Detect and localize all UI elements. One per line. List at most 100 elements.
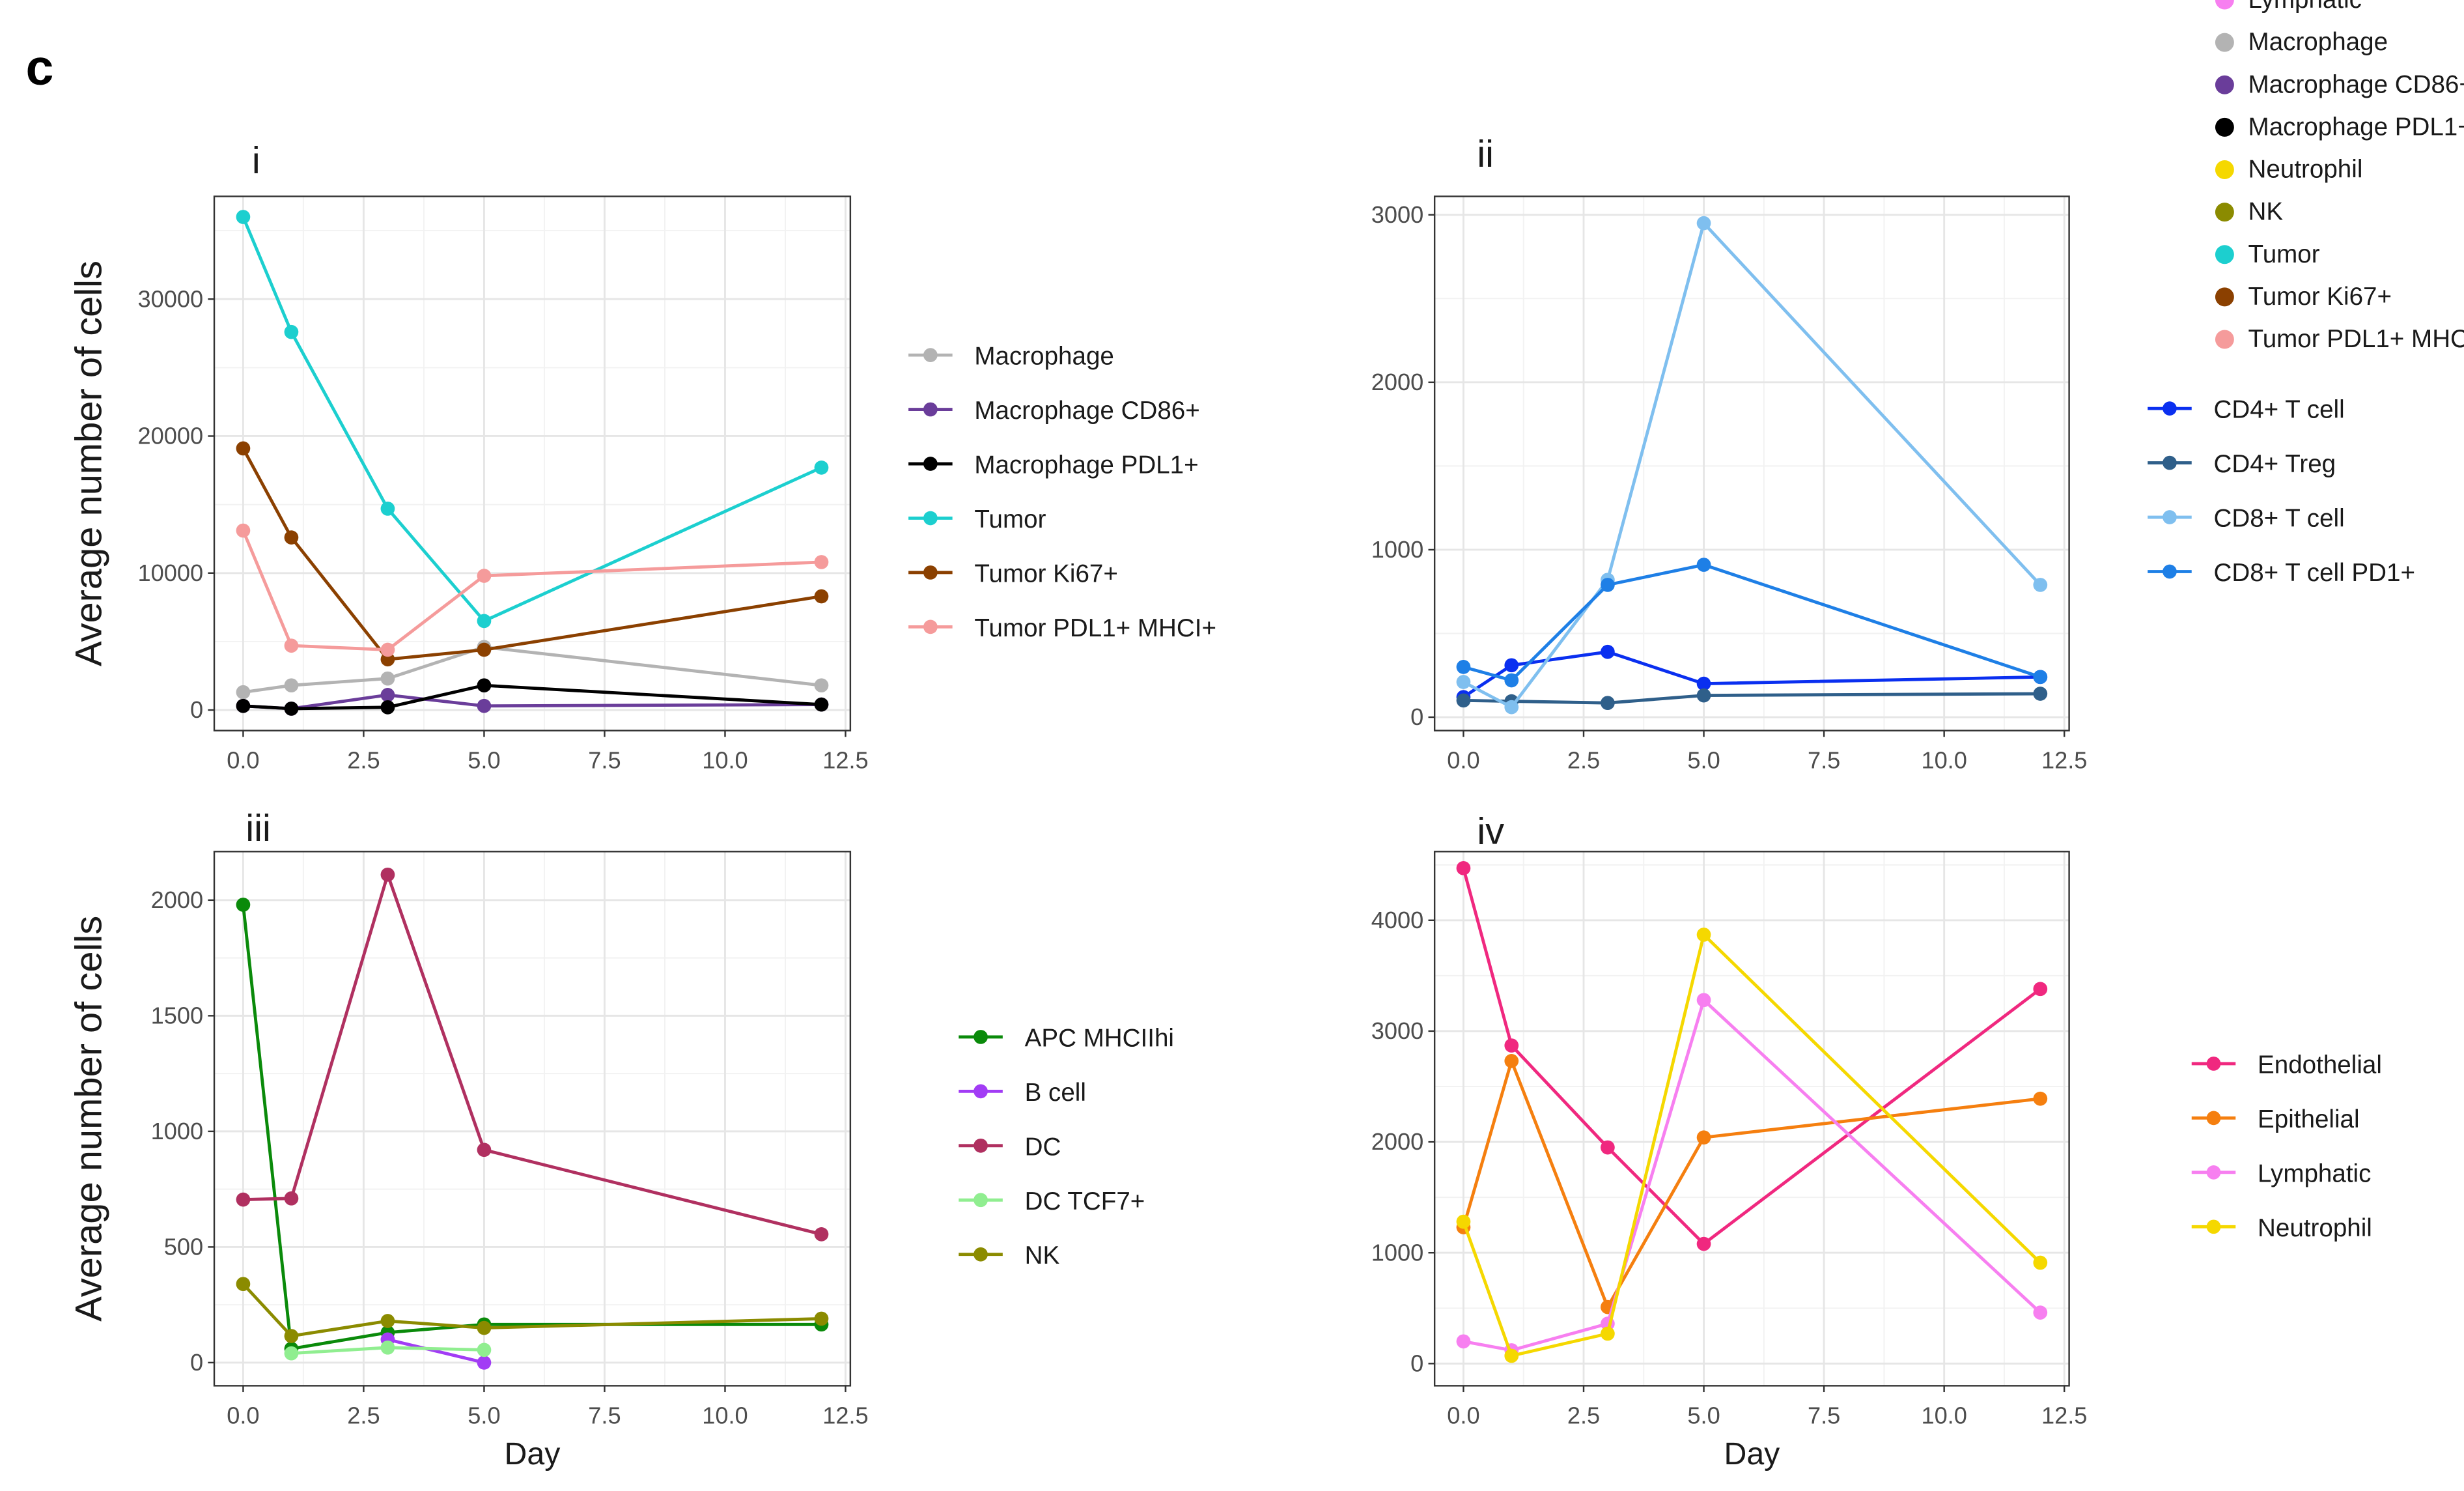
x-tick-label: 5.0 [468,1402,500,1428]
data-point [2033,670,2048,685]
series-line-tumor [242,216,822,623]
data-point [1456,1334,1471,1349]
legend-key-dot [973,1193,988,1208]
x-tick-label: 12.5 [2041,746,2087,773]
legend-key-dot [2215,203,2234,222]
legend-label: Endothelial [2258,1051,2382,1079]
data-point [236,1192,251,1207]
series-line-nk [242,1283,822,1338]
data-point [284,678,299,693]
legend-key-dot [2206,1219,2221,1234]
data-point [236,898,251,912]
series-line-tumor-pdl1-mhci- [242,530,822,651]
data-point [1504,1054,1519,1068]
panel-title: iii [245,807,271,849]
panel-iv: iv 0.0 2.5 5.0 7.5 10.0 12.5 0 1000 2000 3000 4000 D… [1371,810,2382,1471]
data-point [814,460,829,475]
legend-key-dot [973,1030,988,1044]
data-point [284,1346,299,1361]
data-point [477,1143,492,1157]
series-line-macrophage [243,645,822,694]
x-tick-label: 12.5 [822,746,868,773]
panel-ii: ii 0.0 2.5 5.0 7.5 10.0 12.5 0 1000 2000 3000 CD4+ … [1371,134,2415,774]
series-line-cd4-treg [1463,692,2041,705]
legend-label: Epithelial [2258,1105,2360,1133]
legend-label: Lymphatic [2258,1159,2371,1187]
data-point [1456,660,1471,674]
data-point [284,530,299,545]
data-point [814,697,829,712]
series-line-endothelial [1462,868,2041,1246]
data-point [236,441,251,456]
legend-label: Tumor PDL1+ MHCI+ [974,614,1216,642]
data-point [477,614,492,629]
data-point [2033,1091,2048,1106]
legend-label: Tumor PDL1+ MHC [2248,325,2464,353]
panel-title: ii [1477,134,1494,175]
legend-label: Macrophage [2248,28,2388,56]
data-point [814,1311,829,1326]
x-tick-label: 0.0 [227,746,259,773]
y-tick-label: 4000 [1371,907,1423,933]
data-point [1601,1140,1615,1155]
y-tick-label: 1500 [151,1002,203,1029]
data-point [380,1340,395,1355]
data-point [1504,1348,1519,1363]
legend-key-dot [923,457,938,471]
legend-key-dot [2206,1111,2221,1126]
data-point [2033,982,2048,997]
legend-label: Macrophage CD86+ [2248,70,2464,98]
y-tick-label: 20000 [138,423,204,449]
data-point [284,1329,299,1343]
data-point [814,555,829,569]
data-point [380,867,395,882]
y-tick-label: 0 [1410,703,1423,730]
data-point [814,678,829,693]
data-point [814,589,829,604]
data-point [2033,687,2048,701]
data-point [477,698,492,713]
y-tick-label: 0 [190,696,203,723]
legend-key-dot [2215,0,2234,10]
legend-key-dot [2163,564,2177,579]
data-point [1601,644,1615,659]
y-axis-label: Average number of cells [68,261,109,666]
legend-label: Macrophage PDL1+ [2248,113,2464,141]
y-tick-label: 10000 [138,560,204,586]
legend-label: Macrophage [974,343,1113,371]
x-tick-label: 10.0 [702,1402,748,1428]
series-line-epithelial [1462,1056,2041,1311]
series-line-apc-mhciihi [242,904,822,1351]
legend-label: CD8+ T cell PD1+ [2214,559,2416,587]
legend-key-dot [2206,1165,2221,1180]
data-point [1504,700,1519,715]
legend-key-dot [2215,330,2234,349]
data-point [380,642,395,657]
legend-key-dot [923,619,938,634]
data-point [284,324,299,339]
y-tick-label: 3000 [1371,201,1423,228]
x-tick-label: 2.5 [1567,1402,1600,1428]
data-point [236,210,251,224]
data-point [1696,928,1711,942]
y-tick-label: 500 [164,1233,203,1260]
data-point [380,688,395,702]
panel-title: i [252,139,260,181]
series-line-cd8-t-cell-pd1- [1463,563,2041,683]
data-point [477,642,492,657]
data-point [477,1342,492,1357]
x-tick-label: 5.0 [468,746,500,773]
x-tick-label: 7.5 [588,746,621,773]
data-point [477,1356,492,1370]
data-point [1504,658,1519,673]
y-tick-label: 3000 [1371,1017,1423,1044]
y-tick-label: 0 [190,1349,203,1376]
data-point [814,1227,829,1242]
top-legend: Lymphatic Macrophage Macrophage CD86+ Macro… [2215,0,2464,353]
data-point [477,569,492,583]
legend-key-dot [2215,33,2234,52]
legend-label: DC [1025,1133,1061,1161]
series-line-dc [243,869,822,1236]
legend-label: NK [2248,198,2284,226]
